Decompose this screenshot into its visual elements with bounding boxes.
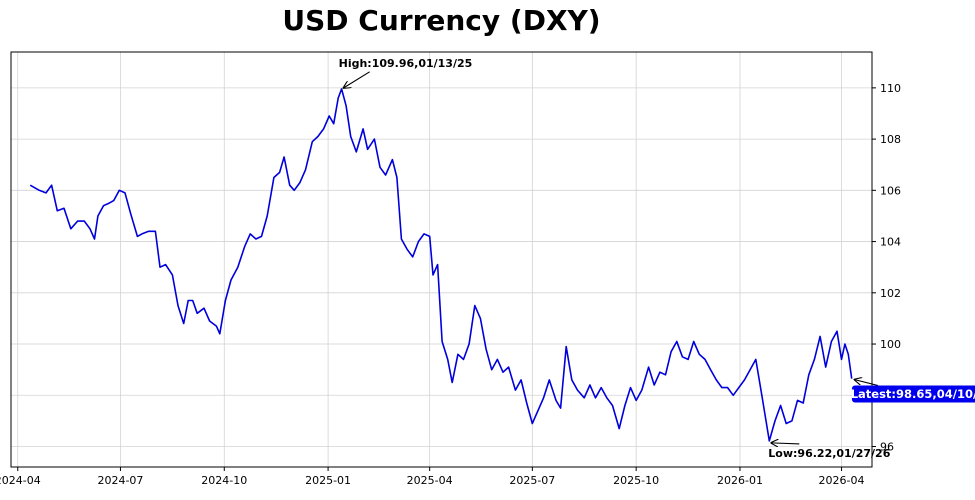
x-tick-label: 2026-04 [819, 474, 865, 487]
y-tick-label: 108 [880, 133, 901, 146]
annotation-arrow [771, 443, 800, 444]
chart-title: USD Currency (DXY) [282, 4, 601, 37]
plot-frame [10, 51, 873, 468]
y-tick-label: 110 [880, 82, 901, 95]
grid [11, 52, 872, 467]
x-tick-label: 2025-01 [305, 474, 351, 487]
series-layer [29, 88, 853, 442]
latest-label-box [851, 385, 975, 403]
x-tick-label: 2025-04 [407, 474, 453, 487]
y-tick-label: 96 [880, 441, 894, 454]
annotation-high: High:109.96,01/13/25 [339, 57, 473, 70]
y-tick-label: 100 [880, 338, 901, 351]
annotation-arrow [344, 71, 370, 88]
annotation-arrow [855, 380, 879, 387]
series-line [29, 88, 853, 442]
x-tick-label: 2024-07 [97, 474, 143, 487]
y-tick-label: 104 [880, 236, 901, 249]
x-tick-label: 2025-10 [613, 474, 659, 487]
x-tick-label: 2026-01 [717, 474, 763, 487]
axis-ticks: 2024-04 2024-07 2024-10 2025-01 2025-04 2025-… [0, 82, 901, 487]
annotations: High:109.96,01/13/25 Low:96.22,01/27/26 La… [339, 57, 975, 460]
annotation-latest: Latest:98.65,04/10/26 [851, 387, 975, 401]
x-tick-label: 2024-04 [0, 474, 41, 487]
y-tick-label: 102 [880, 287, 901, 300]
x-tick-label: 2025-07 [509, 474, 555, 487]
y-tick-label: 106 [880, 184, 901, 197]
annotation-low: Low:96.22,01/27/26 [768, 447, 890, 460]
x-tick-label: 2024-10 [201, 474, 247, 487]
